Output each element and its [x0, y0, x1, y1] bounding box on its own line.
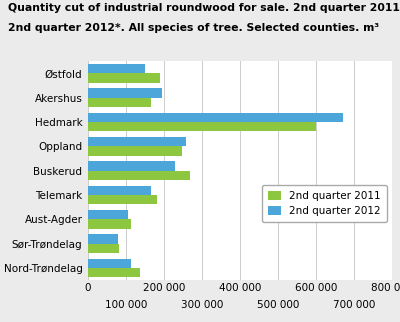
- Bar: [88, 210, 128, 219]
- Bar: [88, 73, 160, 82]
- Legend: 2nd quarter 2011, 2nd quarter 2012: 2nd quarter 2011, 2nd quarter 2012: [262, 185, 387, 223]
- Bar: [88, 219, 130, 229]
- Bar: [88, 122, 316, 131]
- Bar: [88, 244, 119, 253]
- Bar: [88, 161, 175, 171]
- Text: 2nd quarter 2012*. All species of tree. Selected counties. m³: 2nd quarter 2012*. All species of tree. …: [8, 23, 379, 33]
- Bar: [88, 113, 342, 122]
- Bar: [88, 98, 151, 107]
- Bar: [88, 259, 130, 268]
- Bar: [88, 186, 151, 195]
- Bar: [88, 89, 162, 98]
- Bar: [88, 64, 145, 73]
- Bar: [88, 146, 182, 156]
- Bar: [88, 171, 190, 180]
- Text: Quantity cut of industrial roundwood for sale. 2nd quarter 2011* and: Quantity cut of industrial roundwood for…: [8, 3, 400, 13]
- Bar: [88, 268, 140, 277]
- Bar: [88, 137, 186, 146]
- Bar: [88, 195, 157, 204]
- Bar: [88, 234, 118, 244]
